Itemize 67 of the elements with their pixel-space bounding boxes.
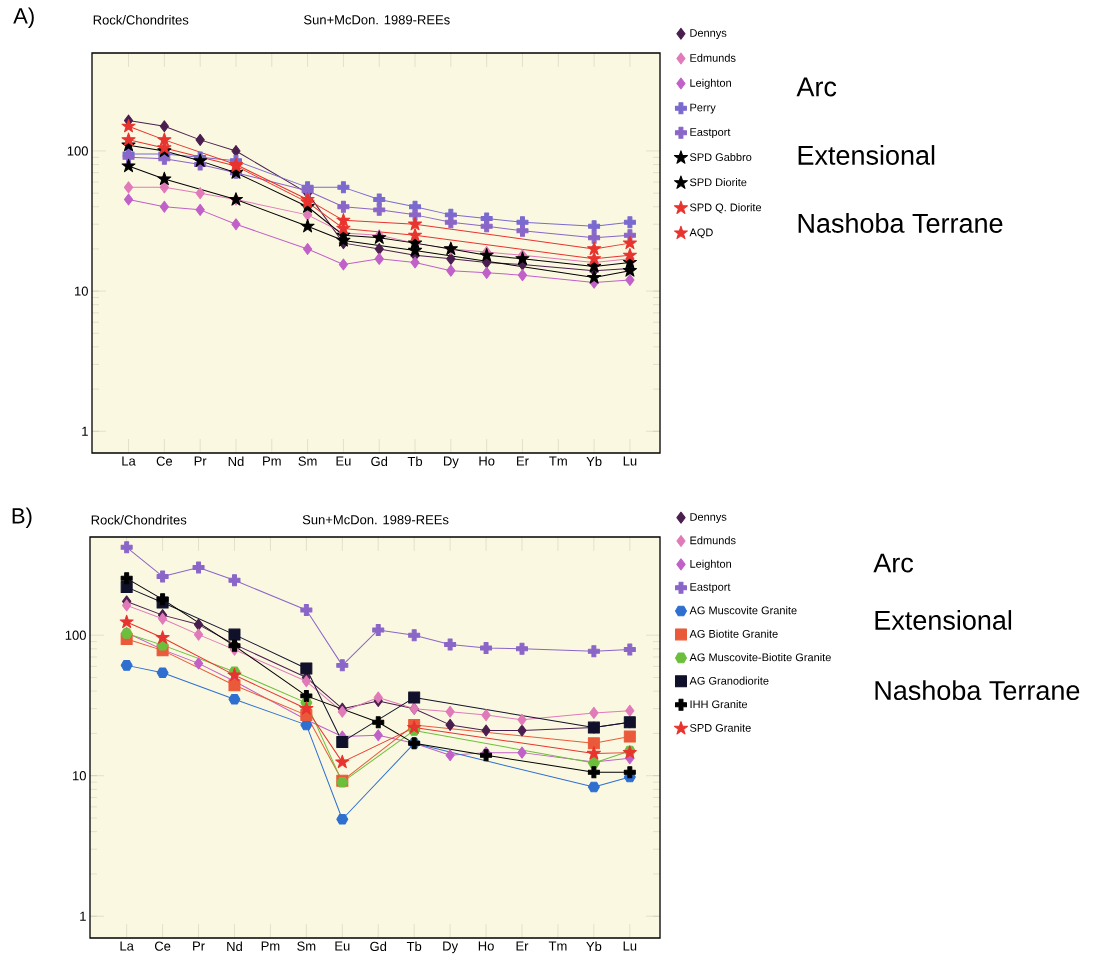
text: Arc bbox=[796, 77, 837, 97]
x-tick-label: Ce bbox=[156, 456, 173, 466]
legend-label: Eastport bbox=[690, 128, 731, 139]
x-tick-label: Sm bbox=[297, 941, 316, 951]
legend-label: AG Muscovite-Biotite Granite bbox=[689, 653, 831, 662]
x-tick-label: Sm bbox=[298, 456, 317, 466]
legend-label: SPD Granite bbox=[690, 723, 751, 732]
y-tick-label: 1 bbox=[82, 426, 88, 436]
x-tick-label: Lu bbox=[623, 456, 637, 466]
x-tick-label: La bbox=[122, 456, 136, 466]
text: Arc bbox=[873, 553, 914, 573]
y-tick-label: 100 bbox=[65, 630, 86, 640]
legend-label: Perry bbox=[690, 103, 716, 114]
x-tick-label: Tb bbox=[406, 941, 422, 952]
x-tick-label: Lu bbox=[623, 941, 637, 951]
legend-label: AQD bbox=[689, 228, 713, 239]
y-tick-label: 1 bbox=[80, 911, 86, 921]
legend-label: Edmunds bbox=[690, 53, 736, 62]
x-tick-label: Nd bbox=[228, 456, 244, 467]
legend-label: Leighton bbox=[690, 78, 731, 89]
x-tick-label: Dy bbox=[443, 941, 459, 954]
x-tick-label: Gd bbox=[370, 941, 387, 952]
legend-label: Dennys bbox=[690, 29, 727, 40]
x-tick-label: Pr bbox=[194, 456, 207, 466]
legend-label: Eastport bbox=[690, 583, 731, 593]
legend-label: AG Granodiorite bbox=[689, 676, 769, 685]
x-tick-label: Yb bbox=[586, 456, 602, 467]
x-tick-label: Ce bbox=[154, 941, 171, 951]
legend-label: Edmunds bbox=[690, 536, 736, 545]
x-tick-label: La bbox=[120, 941, 134, 951]
text: Extensional bbox=[875, 610, 1012, 630]
legend-label: AG Biotite Granite bbox=[689, 629, 778, 638]
legend-label: SPD Diorite bbox=[689, 178, 747, 187]
legend-label: AG Muscovite Granite bbox=[689, 606, 797, 615]
x-tick-label: Pm bbox=[263, 456, 281, 466]
text: Extensional bbox=[798, 145, 935, 165]
x-tick-label: Tb bbox=[407, 456, 423, 467]
x-tick-label: Pr bbox=[193, 941, 205, 951]
x-tick-label: Er bbox=[516, 941, 529, 951]
chart-subtitle: Sun+McDon. 1989-REEs bbox=[302, 515, 449, 525]
chart-title: A) bbox=[13, 7, 34, 29]
x-tick-label: Eu bbox=[336, 456, 351, 466]
y-tick-label: 10 bbox=[73, 771, 86, 781]
x-tick-label: Gd bbox=[371, 456, 388, 467]
y-axis-title: Rock/Chondrites bbox=[93, 15, 189, 25]
y-tick-label: 100 bbox=[67, 146, 88, 156]
legend-label: SPD Gabbro bbox=[689, 152, 752, 162]
y-axis-title: Rock/Chondrites bbox=[91, 514, 187, 525]
x-tick-label: Tm bbox=[549, 456, 567, 466]
legend-label: SPD Q. Diorite bbox=[689, 203, 762, 214]
legend-label: Dennys bbox=[690, 513, 727, 523]
x-tick-label: Er bbox=[517, 456, 529, 466]
legend-label: Leighton bbox=[690, 559, 732, 570]
x-tick-label: Ho bbox=[479, 456, 495, 466]
x-tick-label: Ho bbox=[478, 941, 494, 951]
legend-label: IHH Granite bbox=[690, 700, 748, 709]
x-tick-label: Dy bbox=[443, 456, 459, 469]
chart-title: B) bbox=[12, 507, 32, 528]
x-tick-label: Eu bbox=[335, 941, 350, 951]
x-tick-label: Tm bbox=[548, 941, 567, 951]
chart-subtitle: Sun+McDon. 1989-REEs bbox=[304, 15, 450, 25]
text: Nashoba Terrane bbox=[875, 680, 1080, 701]
text: Nashoba Terrane bbox=[798, 213, 1003, 233]
y-tick-label: 10 bbox=[75, 286, 88, 296]
x-tick-label: Yb bbox=[586, 941, 602, 952]
x-tick-label: Pm bbox=[261, 941, 280, 951]
x-tick-label: Nd bbox=[227, 941, 242, 952]
